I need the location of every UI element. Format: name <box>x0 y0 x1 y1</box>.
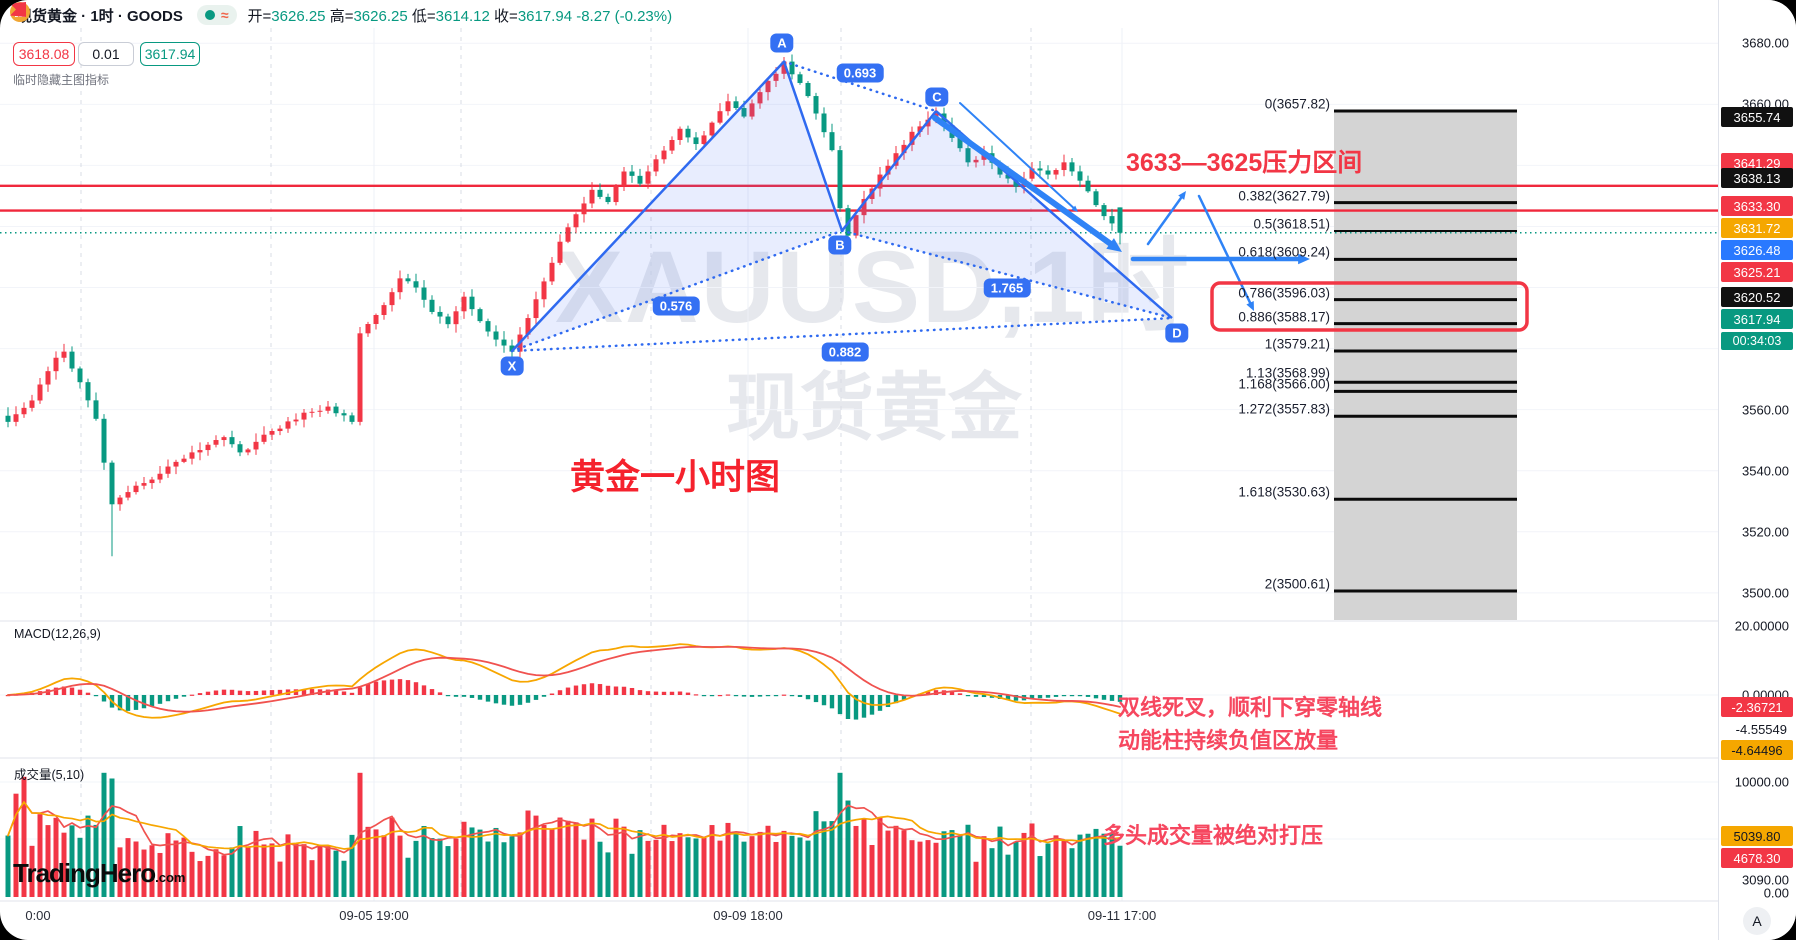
tradinghero-logo: TradingHero.com <box>13 858 186 888</box>
axis-price-label: 5039.80 <box>1721 826 1793 846</box>
ohlc-open: 3626.25 <box>271 7 326 25</box>
axis-tick: 20.00000 <box>1734 618 1789 634</box>
ohlc-high: 3626.25 <box>353 7 408 25</box>
fib-level-label: 0(3657.82) <box>1264 96 1330 112</box>
pattern-label-1.765[interactable]: 1.765 <box>983 278 1031 298</box>
ohlc-change: -8.27 (-0.23%) <box>576 7 673 25</box>
chart-header: 现货黄金 · 1时 · GOODS ≈ 开=3626.25 高=3626.25 … <box>10 2 672 28</box>
axis-price-label: 3638.13 <box>1721 168 1793 188</box>
annotation-macd-2: 动能柱持续负值区放量 <box>1118 728 1339 753</box>
fib-level-label: 1(3579.21) <box>1264 336 1330 352</box>
axis-tick: 3500.00 <box>1742 585 1789 601</box>
axis-price-label: 3620.52 <box>1721 287 1793 307</box>
buy-price-button[interactable]: 3617.94 <box>140 42 200 66</box>
sell-price-button[interactable]: 3618.08 <box>13 42 75 66</box>
fib-level-label: 1.272(3557.83) <box>1238 401 1330 417</box>
macd-pane-title[interactable]: MACD(12,26,9) <box>14 627 101 641</box>
annotation-volume-1: 多头成交量被绝对打压 <box>1103 823 1324 848</box>
time-axis-label: 0:00 <box>25 908 51 923</box>
pattern-label-0.576[interactable]: 0.576 <box>652 296 700 316</box>
ohlc-low: 3614.12 <box>435 7 490 25</box>
market-open-dot-icon <box>204 10 215 20</box>
corner-a-button[interactable]: A <box>1743 907 1771 935</box>
axis-price-label: 3633.30 <box>1721 196 1793 216</box>
axis-price-label: 4678.30 <box>1721 848 1793 868</box>
axis-tick: 3090.00 <box>1742 872 1789 888</box>
pattern-label-B[interactable]: B <box>828 235 852 255</box>
fib-level-label: 0.5(3618.51) <box>1253 216 1330 232</box>
market-status-pill[interactable]: ≈ <box>196 5 237 25</box>
hidden-indicators-note[interactable]: 临时隐藏主图指标 <box>13 73 110 87</box>
time-axis-label: 09-05 19:00 <box>339 908 409 923</box>
fib-level-label: 1.618(3530.63) <box>1238 484 1330 500</box>
approx-icon: ≈ <box>220 7 229 23</box>
annotation-macd-1: 双线死叉，顺利下穿零轴线 <box>1118 695 1383 720</box>
axis-tick: 10000.00 <box>1734 774 1789 790</box>
pattern-label-0.882[interactable]: 0.882 <box>821 342 869 362</box>
pattern-label-D[interactable]: D <box>1165 323 1189 343</box>
fib-level-label: 0.618(3609.24) <box>1238 244 1330 260</box>
fib-level-label: 1.13(3568.99) <box>1245 365 1330 381</box>
pattern-label-X[interactable]: X <box>500 356 524 376</box>
axis-tick: 0.00 <box>1763 885 1789 901</box>
fib-level-label: 1.168(3566.00) <box>1238 376 1330 392</box>
volume-pane-title[interactable]: 成交量(5,10) <box>14 768 85 782</box>
fib-level-label: 0.786(3596.03) <box>1238 285 1330 301</box>
ohlc-readout: 开=3626.25 高=3626.25 低=3614.12 收=3617.94 … <box>247 7 673 25</box>
axis-price-label: 3626.48 <box>1721 240 1793 260</box>
axis-tick: 3540.00 <box>1742 463 1789 479</box>
axis-price-label: -4.64496 <box>1721 740 1793 760</box>
annotation-pressure-zone: 3633—3625压力区间 <box>1126 149 1363 177</box>
time-axis-label: 09-09 18:00 <box>713 908 783 923</box>
time-axis-label: 09-11 17:00 <box>1087 908 1157 923</box>
axis-price-label: -4.55549 <box>1735 721 1787 737</box>
axis-tick: 3520.00 <box>1742 524 1789 540</box>
axis-price-label: 3617.94 <box>1721 309 1793 329</box>
axis-price-label: 3631.72 <box>1721 218 1793 238</box>
axis-price-label: 3625.21 <box>1721 262 1793 282</box>
price-axis[interactable]: 3680.00 3660.00 3560.00 3540.00 3520.00 3500.… <box>1718 0 1796 940</box>
spread-value: 0.01 <box>78 42 134 66</box>
fib-level-label: 2(3500.61) <box>1264 576 1330 592</box>
pattern-label-0.693[interactable]: 0.693 <box>836 63 884 83</box>
fib-level-label: 0.382(3627.79) <box>1238 188 1330 204</box>
axis-tick: 3680.00 <box>1742 35 1789 51</box>
axis-tick: 3560.00 <box>1742 402 1789 418</box>
axis-price-label: 00:34:03 <box>1721 332 1793 350</box>
axis-price-label: 3655.74 <box>1721 107 1793 127</box>
ohlc-close: 3617.94 <box>517 7 573 25</box>
pattern-label-A[interactable]: A <box>770 33 794 53</box>
symbol-title[interactable]: 现货黄金 · 1时 · GOODS <box>17 7 183 25</box>
axis-price-label: -2.36721 <box>1721 697 1793 717</box>
pattern-label-C[interactable]: C <box>925 87 949 107</box>
fib-level-label: 0.886(3588.17) <box>1238 309 1330 325</box>
annotation-hourly-chart: 黄金一小时图 <box>570 458 781 497</box>
